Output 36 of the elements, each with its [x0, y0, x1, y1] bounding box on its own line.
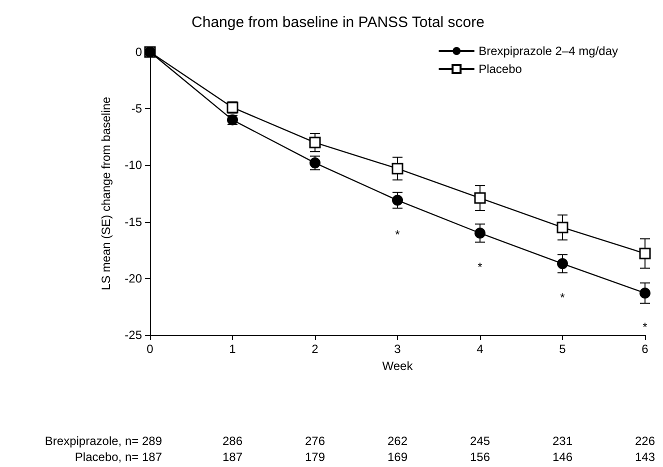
x-tick-label: 5	[559, 342, 566, 356]
y-tick-label: 0	[135, 45, 142, 59]
annotation: *	[395, 227, 400, 242]
legend-label: Brexpiprazole 2–4 mg/day	[478, 44, 618, 58]
x-tick-label: 2	[312, 342, 319, 356]
x-tick-label: 4	[476, 342, 484, 356]
x-tick-label: 6	[642, 342, 649, 356]
x-axis-title: Week	[382, 358, 414, 373]
chart-title: Change from baseline in PANSS Total score	[192, 14, 484, 31]
text: 169	[387, 450, 408, 464]
text: 179	[304, 450, 326, 464]
y-tick-label: -20	[124, 271, 142, 286]
y-tick-label: -5	[131, 102, 142, 116]
x-tick-label: 0	[146, 342, 154, 356]
text: 231	[552, 434, 573, 448]
y-axis-title: LS mean (SE) change from baseline	[99, 96, 113, 290]
y-tick-label: -15	[124, 214, 142, 229]
y-tick-label: -25	[124, 328, 142, 342]
text: 245	[470, 434, 490, 448]
text: 156	[470, 450, 490, 464]
text: 187	[222, 450, 243, 464]
text: 276	[304, 434, 326, 448]
text: Brexpiprazole, n= 289	[44, 434, 162, 448]
x-tick-label: 3	[394, 342, 402, 356]
x-tick-label: 1	[229, 342, 236, 356]
y-tick-label: -10	[124, 158, 142, 172]
legend-label: Placebo	[478, 62, 522, 76]
text: 262	[387, 434, 408, 448]
annotation: *	[478, 260, 483, 274]
text: 146	[552, 450, 573, 464]
text: 143	[634, 450, 656, 464]
text: Placebo, n= 187	[74, 450, 162, 464]
annotation: *	[560, 290, 566, 305]
text: 226	[634, 434, 656, 448]
annotation: *	[642, 320, 648, 334]
text: 286	[222, 434, 243, 448]
